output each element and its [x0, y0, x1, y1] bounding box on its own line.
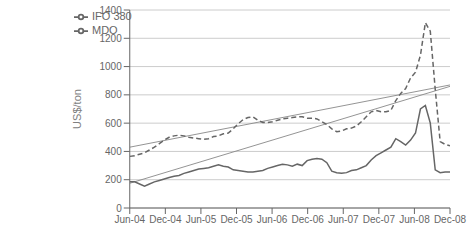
svg-text:0: 0	[116, 203, 122, 214]
svg-text:Jun-05: Jun-05	[186, 214, 217, 225]
svg-text:US$/ton: US$/ton	[71, 89, 83, 129]
svg-text:800: 800	[105, 89, 122, 100]
svg-text:Jun-06: Jun-06	[257, 214, 288, 225]
svg-text:200: 200	[105, 174, 122, 185]
svg-text:1000: 1000	[100, 61, 123, 72]
svg-text:Dec-07: Dec-07	[363, 214, 396, 225]
svg-text:Jun-04: Jun-04	[114, 214, 145, 225]
svg-text:Dec-04: Dec-04	[149, 214, 182, 225]
svg-text:Jun-08: Jun-08	[399, 214, 430, 225]
svg-text:Dec-05: Dec-05	[220, 214, 253, 225]
svg-text:400: 400	[105, 146, 122, 157]
svg-text:1200: 1200	[100, 33, 123, 44]
svg-text:600: 600	[105, 118, 122, 129]
svg-text:Jun-07: Jun-07	[328, 214, 359, 225]
svg-text:Dec-08: Dec-08	[434, 214, 466, 225]
svg-text:Dec-06: Dec-06	[292, 214, 325, 225]
svg-text:1400: 1400	[100, 5, 123, 16]
